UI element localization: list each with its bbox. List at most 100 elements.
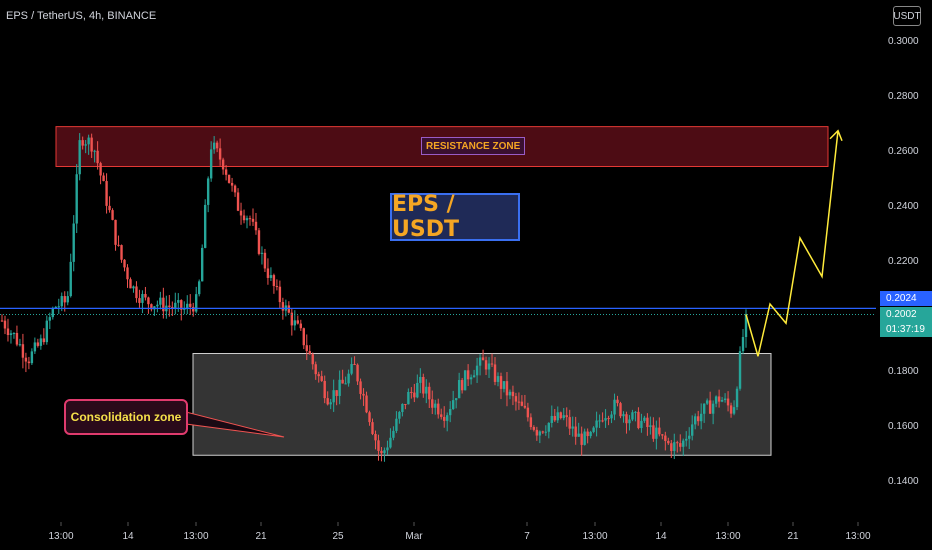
candle-body [315, 364, 317, 374]
candle-body [733, 407, 735, 414]
candle-body [303, 328, 305, 345]
candle-body [231, 183, 233, 186]
candle-body [147, 298, 149, 305]
x-tick-label: 13:00 [845, 531, 870, 542]
candle-body [491, 364, 493, 365]
candle-body [652, 425, 654, 438]
candle-body [667, 441, 669, 443]
candle-body [4, 321, 6, 329]
candle-body [13, 333, 15, 334]
candle-body [380, 451, 382, 453]
candle-body [539, 431, 541, 435]
candle-body [240, 211, 242, 216]
candle-body [40, 338, 42, 346]
candle-body [404, 404, 406, 405]
candle-body [156, 305, 158, 307]
candle-body [61, 296, 63, 306]
candle-body [19, 344, 21, 345]
candle-body [75, 174, 77, 223]
candle-body [25, 358, 27, 362]
candle-body [386, 447, 388, 450]
candle-body [326, 398, 328, 404]
y-tick-label: 0.1800 [888, 366, 919, 377]
candle-body [114, 220, 116, 245]
chart-title-box: EPS / USDT [390, 193, 520, 241]
candle-body [494, 364, 496, 381]
candle-body [362, 394, 364, 396]
candle-body [574, 427, 576, 437]
candle-body [132, 286, 134, 288]
candle-body [389, 438, 391, 448]
candle-body [341, 380, 343, 384]
candle-body [721, 400, 723, 402]
candle-body [46, 321, 48, 342]
candle-body [234, 186, 236, 193]
candle-body [87, 138, 89, 145]
candle-body [628, 420, 630, 424]
candle-body [718, 396, 720, 401]
candle-body [117, 245, 119, 246]
candle-body [440, 414, 442, 417]
candle-body [592, 428, 594, 432]
candle-body [548, 423, 550, 432]
candle-body [332, 390, 334, 402]
candle-body [422, 377, 424, 394]
candle-body [464, 370, 466, 390]
candle-body [542, 431, 544, 432]
candle-body [22, 344, 24, 357]
candle-body [479, 357, 481, 365]
x-tick-label: 7 [524, 531, 530, 542]
candle-body [52, 308, 54, 317]
candle-body [589, 432, 591, 436]
x-tick-label: 25 [332, 531, 344, 542]
candle-body [279, 287, 281, 302]
consolidation-zone [193, 354, 771, 456]
candle-body [297, 320, 299, 323]
candle-body [407, 392, 409, 404]
candle-body [252, 219, 254, 222]
last-price-tag: 0.2002 [880, 307, 932, 322]
candle-body [276, 286, 278, 287]
candle-body [105, 181, 107, 206]
candle-body [64, 296, 66, 302]
candle-body [350, 364, 352, 374]
candle-body [482, 357, 484, 360]
candle-body [458, 380, 460, 398]
x-tick-label: 13:00 [715, 531, 740, 542]
candle-body [434, 404, 436, 408]
candle-body [249, 218, 251, 219]
candle-body [557, 412, 559, 420]
candle-body [497, 376, 499, 382]
candle-body [377, 440, 379, 451]
candle-body [664, 436, 666, 441]
candle-body [368, 412, 370, 422]
x-tick-label: 21 [787, 531, 799, 542]
candle-body [398, 412, 400, 419]
candle-body [141, 294, 143, 303]
candle-body [207, 178, 209, 204]
candle-body [126, 267, 128, 279]
candle-body [258, 230, 260, 254]
candle-body [34, 342, 36, 351]
candle-body [401, 404, 403, 412]
candle-body [697, 416, 699, 421]
candle-body [655, 428, 657, 439]
candle-body [73, 224, 75, 262]
candle-body [255, 222, 257, 230]
currency-badge[interactable]: USDT [893, 6, 921, 26]
x-tick-label: 13:00 [582, 531, 607, 542]
x-tick-label: 21 [255, 531, 267, 542]
candle-body [640, 421, 642, 428]
candle-body [174, 303, 176, 309]
candle-body [551, 416, 553, 423]
candle-body [16, 333, 18, 345]
candle-body [586, 432, 588, 437]
candle-body [425, 387, 427, 394]
candle-body [323, 381, 325, 398]
candle-body [84, 144, 86, 145]
candle-body [566, 415, 568, 417]
x-tick-label: 13:00 [183, 531, 208, 542]
candle-body [347, 374, 349, 384]
candle-body [619, 403, 621, 416]
